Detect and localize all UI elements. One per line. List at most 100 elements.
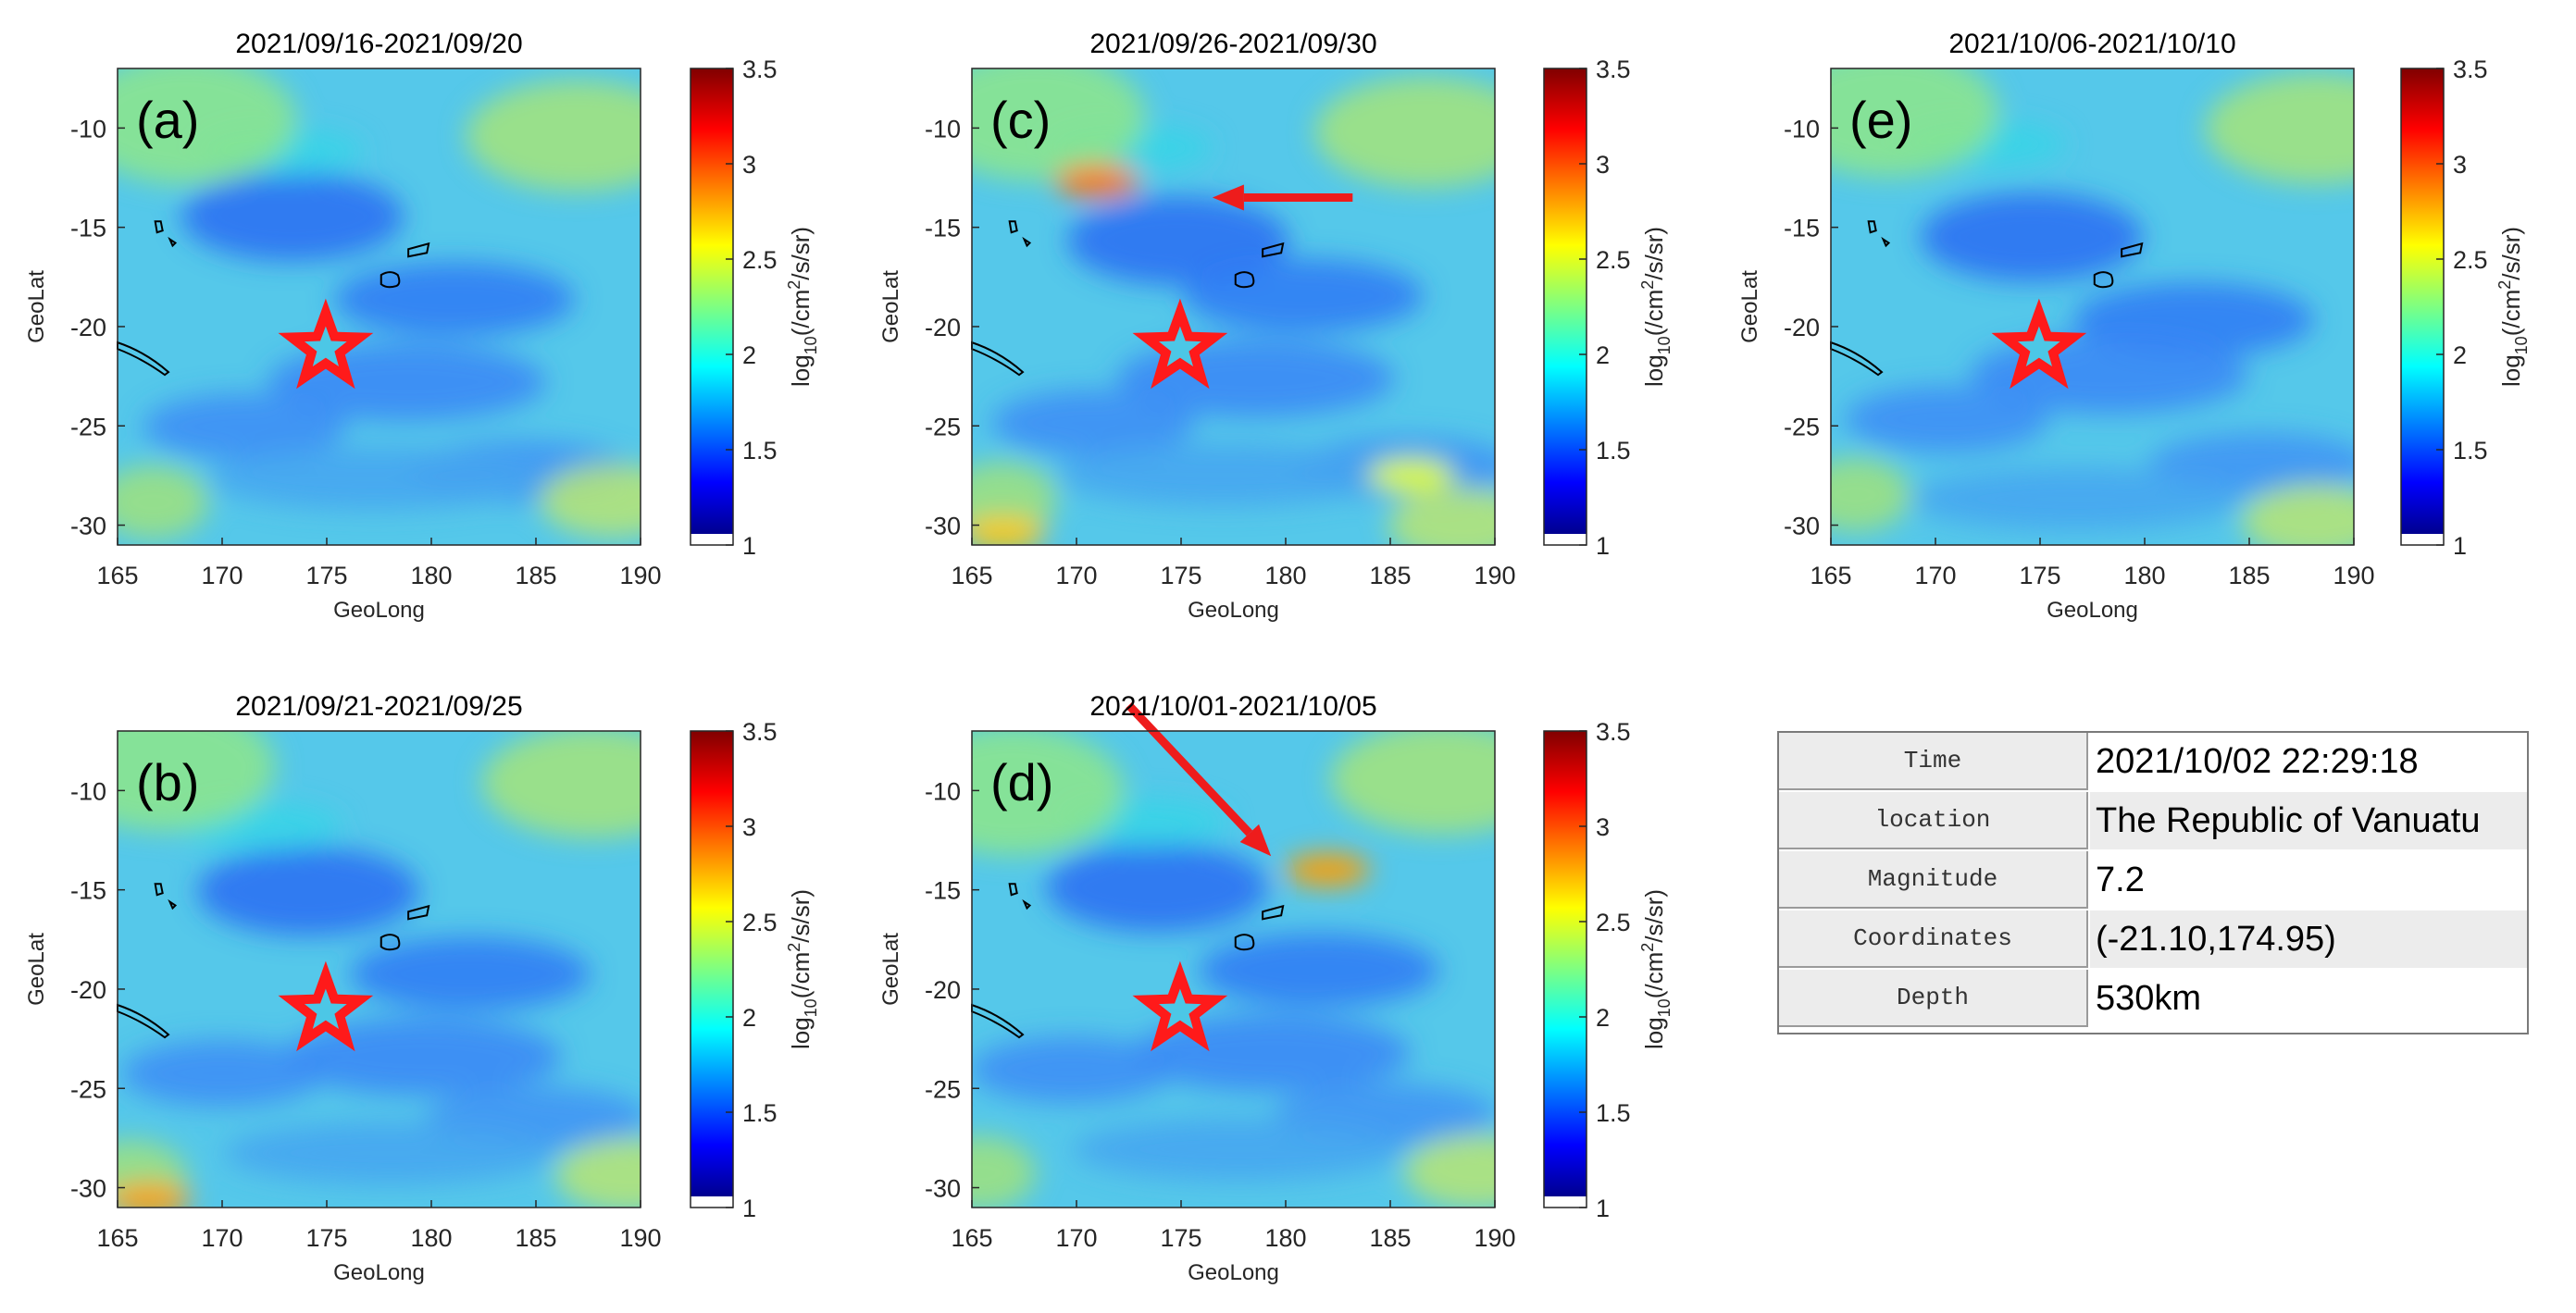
heatmap-blob: [1056, 443, 1390, 507]
y-tick-label: -30: [925, 1175, 961, 1203]
x-axis-label: GeoLong: [1188, 1260, 1279, 1285]
coastline-island: [154, 883, 164, 897]
time-value: 2021/10/02 22:29:18: [2096, 741, 2419, 781]
x-tick-label: 170: [201, 562, 243, 589]
x-tick-label: 180: [410, 562, 452, 589]
colorbar-label: log10(/cm2/s/sr): [1638, 227, 1674, 387]
coastline-island: [971, 1003, 1025, 1039]
y-tick-label: -25: [925, 1075, 961, 1103]
colorbar-underflow: [691, 1196, 733, 1208]
colorbar-tick-label: 1.5: [1596, 1099, 1631, 1127]
panel-b: 165 170 175 180 185 190 -30 -25 -20 -15 -10 2021/09…: [24, 691, 820, 1285]
y-tick-label: -30: [70, 1175, 106, 1203]
heatmap-field: [972, 68, 1495, 545]
panel-c: 165 170 175 180 185 190 -30 -25 -20 -15 -10 2021/09…: [878, 29, 1674, 623]
plot-axes-box: [971, 68, 1496, 546]
heatmap-blob: [1910, 467, 2244, 531]
heatmap-hotspot: [972, 516, 1046, 545]
x-tick-label: 170: [201, 1224, 243, 1252]
colorbar-tick-label: 1.5: [742, 1099, 778, 1127]
coastline-island: [407, 904, 430, 921]
y-axis-label: GeoLat: [878, 270, 903, 343]
table-row: location The Republic of Vanuatu: [1779, 792, 2527, 849]
y-tick-label: -20: [925, 976, 961, 1004]
y-tick-label: -25: [70, 1075, 106, 1103]
y-tick-label: -25: [1784, 413, 1820, 440]
heatmap-blob: [1198, 933, 1439, 1008]
y-tick-label: -10: [925, 777, 961, 805]
coastline-island: [971, 341, 1025, 377]
coastline-island: [1022, 236, 1032, 248]
colorbar-label: log10(/cm2/s/sr): [785, 889, 820, 1049]
table-row: Magnitude 7.2: [1779, 851, 2527, 909]
y-tick-label: -15: [925, 877, 961, 905]
heatmap-blob: [197, 847, 420, 936]
panel-title: 2021/09/26-2021/09/30: [1089, 29, 1376, 59]
heatmap-blob: [1921, 192, 2144, 282]
panel-letter: (c): [990, 91, 1051, 149]
heatmap-blob: [466, 80, 641, 192]
coastline-island: [1262, 242, 1285, 258]
colorbar-tick-label: 2.5: [742, 246, 778, 274]
panel-letter: (e): [1849, 91, 1912, 149]
coastline-island: [1234, 271, 1255, 289]
coastline-island: [1008, 883, 1018, 897]
x-tick-label: 175: [305, 562, 347, 589]
y-tick-label: -20: [1784, 314, 1820, 341]
location-value: The Republic of Vanuatu: [2090, 792, 2527, 849]
panel-title: 2021/09/16-2021/09/20: [235, 29, 522, 59]
heatmap-blob: [1072, 1118, 1406, 1182]
y-tick-label: -15: [70, 877, 106, 905]
heatmap-blob: [181, 172, 404, 262]
epicenter-star-center: [2018, 326, 2060, 366]
heatmap-blob: [223, 1121, 557, 1185]
heatmap-blob: [972, 731, 1125, 856]
heatmap-blob: [1831, 68, 1999, 178]
heatmap-blob: [539, 463, 641, 538]
heatmap-blob: [1403, 1133, 1495, 1208]
colorbar-tick-label: 3: [742, 813, 756, 841]
coastline-island: [2093, 271, 2114, 289]
epicenter-star-center: [1159, 326, 1201, 366]
heatmap-blob: [972, 68, 1146, 181]
panel-title: 2021/10/01-2021/10/05: [1089, 691, 1376, 722]
coastline-island: [117, 1003, 170, 1039]
colorbar-tick-label: 2.5: [2453, 246, 2488, 274]
colorbar-tick-label: 2: [742, 341, 756, 369]
colorbar-label: log10(/cm2/s/sr): [2495, 227, 2531, 387]
colorbar-underflow: [1544, 534, 1587, 545]
colorbar-tick-label: 3: [1596, 813, 1610, 841]
panel-letter: (b): [136, 753, 199, 811]
x-tick-label: 180: [410, 1224, 452, 1252]
coastline-island: [168, 236, 178, 248]
x-tick-label: 185: [2228, 562, 2270, 589]
x-tick-label: 165: [951, 562, 992, 589]
y-tick-label: -15: [925, 215, 961, 242]
colorbar-tick-label: 1: [742, 532, 756, 560]
coastline-island: [117, 341, 170, 377]
colorbar-underflow: [1544, 1196, 1587, 1208]
coastline-island: [380, 271, 401, 289]
heatmap-blob: [1182, 258, 1424, 333]
heatmap-blob: [1845, 386, 2049, 453]
coastline-island: [1008, 220, 1018, 234]
heatmap-blob: [972, 1036, 1175, 1104]
coastline-island: [1830, 341, 1884, 377]
x-tick-label: 175: [2019, 562, 2060, 589]
coastline-island: [1881, 236, 1891, 248]
x-tick-label: 190: [619, 562, 661, 589]
epicenter-star-center: [1159, 988, 1201, 1029]
colorbar-box: [2400, 68, 2445, 546]
heatmap-blob: [2205, 72, 2354, 184]
panel-title: 2021/09/21-2021/09/25: [235, 691, 522, 722]
heatmap-blob: [1314, 76, 1495, 188]
colorbar-tick-label: 3.5: [742, 718, 778, 746]
coordinates-label: Coordinates: [1779, 910, 2088, 968]
colorbar-tick-label: 2: [1596, 1004, 1610, 1032]
y-tick-label: -10: [1784, 115, 1820, 142]
y-tick-label: -25: [925, 413, 961, 440]
heatmap-hotspot: [118, 1183, 192, 1208]
panel-letter: (d): [990, 753, 1053, 811]
heatmap-hotspot: [1368, 458, 1454, 492]
x-tick-label: 175: [1160, 1224, 1201, 1252]
